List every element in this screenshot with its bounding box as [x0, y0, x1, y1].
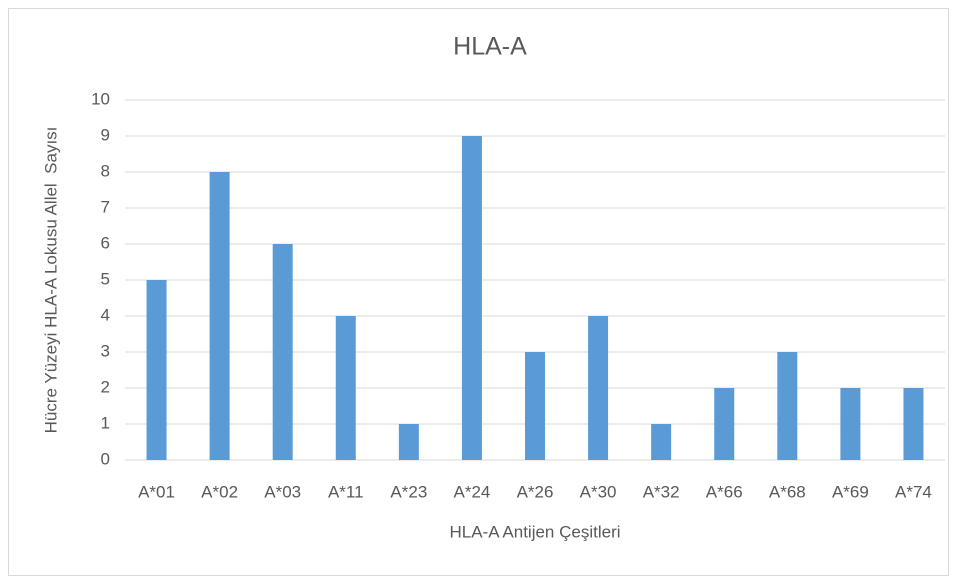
x-tick-label: A*03 — [264, 482, 301, 501]
bar — [714, 388, 735, 460]
y-axis-label: Hücre Yüzeyi HLA-A Lokusu Allel Sayısı — [41, 127, 60, 434]
bar — [777, 352, 798, 460]
bar — [525, 352, 545, 460]
bar — [272, 244, 293, 460]
bar — [651, 424, 672, 460]
y-tick-label: 1 — [101, 413, 110, 432]
x-tick-label: A*02 — [201, 482, 238, 501]
bar — [398, 424, 419, 460]
x-tick-label: A*30 — [580, 482, 617, 501]
x-tick-label: A*23 — [390, 482, 427, 501]
x-tick-label: A*66 — [706, 482, 743, 501]
x-tick-label: A*69 — [832, 482, 869, 501]
bar — [903, 388, 924, 460]
bar — [840, 388, 861, 460]
x-tick-label: A*68 — [769, 482, 806, 501]
x-tick-label: A*26 — [517, 482, 554, 501]
y-tick-label: 5 — [101, 269, 110, 288]
x-axis-label: HLA-A Antijen Çeşitleri — [449, 522, 620, 541]
y-tick-label: 0 — [101, 449, 110, 468]
y-tick-label: 6 — [101, 233, 110, 252]
y-tick-label: 3 — [101, 341, 110, 360]
x-tick-label: A*24 — [453, 482, 490, 501]
bar — [461, 136, 482, 460]
x-tick-label: A*01 — [138, 482, 175, 501]
chart-title: HLA-A — [453, 33, 527, 61]
y-tick-label: 7 — [101, 197, 110, 216]
y-tick-label: 8 — [101, 161, 110, 180]
y-tick-label: 2 — [101, 377, 110, 396]
y-tick-label: 10 — [91, 89, 110, 108]
bar — [209, 172, 230, 460]
y-tick-label: 9 — [101, 125, 110, 144]
x-tick-label: A*11 — [328, 482, 364, 501]
x-tick-label: A*74 — [895, 482, 932, 501]
bar — [146, 280, 167, 460]
bar — [588, 316, 609, 460]
x-tick-label: A*32 — [643, 482, 680, 501]
bar — [335, 316, 356, 460]
y-tick-label: 4 — [101, 305, 110, 324]
